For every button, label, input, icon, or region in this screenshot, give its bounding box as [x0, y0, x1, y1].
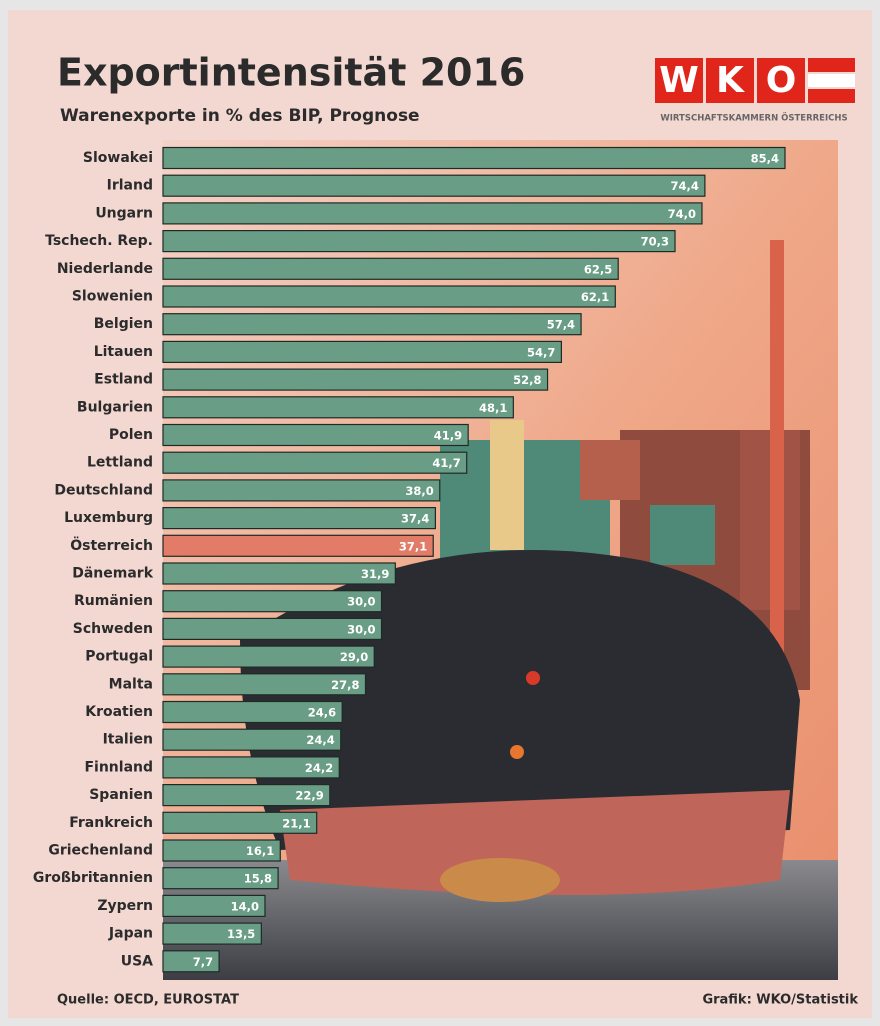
logo-letter: K	[716, 60, 745, 101]
value-label: 37,1	[399, 539, 427, 553]
value-label: 22,9	[295, 789, 323, 803]
category-label: Niederlande	[57, 261, 153, 277]
category-label: Belgien	[94, 316, 153, 332]
value-label: 13,5	[227, 927, 255, 941]
value-label: 27,8	[331, 678, 359, 692]
value-label: 14,0	[231, 899, 259, 913]
bar	[163, 258, 618, 279]
category-label: Österreich	[70, 536, 153, 554]
category-label: Frankreich	[69, 815, 153, 831]
credit: Grafik: WKO/Statistik	[702, 993, 858, 1008]
bar	[163, 480, 440, 501]
bar	[163, 508, 435, 529]
category-label: Rumänien	[74, 593, 153, 609]
category-label: Finnland	[84, 759, 153, 775]
category-label: Schweden	[73, 621, 153, 637]
value-label: 62,5	[584, 262, 612, 276]
value-label: 7,7	[193, 955, 213, 969]
value-label: 21,1	[282, 816, 310, 830]
value-label: 54,7	[527, 345, 555, 359]
value-label: 74,4	[671, 179, 699, 193]
value-label: 24,6	[308, 706, 336, 720]
value-label: 16,1	[246, 844, 274, 858]
bar	[163, 203, 702, 224]
bar	[163, 286, 615, 307]
category-label: Estland	[94, 372, 153, 388]
category-label: Lettland	[87, 455, 153, 471]
logo-letter: O	[766, 60, 797, 101]
value-label: 30,0	[347, 622, 375, 636]
bar	[163, 369, 548, 390]
category-label: Luxemburg	[64, 510, 153, 526]
value-label: 29,0	[340, 650, 368, 664]
category-label: Malta	[109, 676, 153, 692]
category-label: Großbritannien	[33, 870, 153, 886]
category-label: USA	[121, 953, 153, 969]
value-label: 24,2	[305, 761, 333, 775]
chart-title: Exportintensität 2016	[57, 51, 525, 95]
value-label: 31,9	[361, 567, 389, 581]
chart: Exportintensität 2016 Warenexporte in % …	[0, 0, 880, 1026]
category-label: Tschech. Rep.	[45, 233, 153, 249]
value-label: 41,7	[432, 456, 460, 470]
value-label: 62,1	[581, 290, 609, 304]
bar	[163, 397, 513, 418]
bar	[163, 231, 675, 252]
bar	[163, 535, 433, 556]
logo-letter: W	[659, 60, 699, 101]
bar	[163, 148, 785, 169]
bar	[163, 341, 561, 362]
category-label: Kroatien	[85, 704, 153, 720]
category-label: Dänemark	[72, 566, 153, 582]
category-label: Slowakei	[83, 150, 153, 166]
category-label: Deutschland	[54, 482, 153, 498]
category-label: Polen	[109, 427, 153, 443]
source: Quelle: OECD, EUROSTAT	[57, 993, 239, 1008]
category-label: Italien	[103, 732, 153, 748]
bar	[163, 452, 467, 473]
value-label: 15,8	[244, 872, 272, 886]
chart-subtitle: Warenexporte in % des BIP, Prognose	[60, 106, 420, 126]
value-label: 48,1	[479, 401, 507, 415]
category-label: Litauen	[94, 344, 153, 360]
category-label: Japan	[108, 926, 153, 942]
category-label: Ungarn	[95, 205, 153, 221]
category-label: Griechenland	[48, 843, 153, 859]
value-label: 52,8	[513, 373, 541, 387]
category-label: Spanien	[89, 787, 153, 803]
value-label: 38,0	[405, 484, 433, 498]
value-label: 57,4	[547, 318, 575, 332]
value-label: 24,4	[306, 733, 334, 747]
value-label: 41,9	[434, 429, 462, 443]
bar	[163, 175, 705, 196]
category-label: Slowenien	[72, 289, 153, 305]
value-label: 85,4	[751, 152, 779, 166]
bar	[163, 314, 581, 335]
logo	[808, 58, 855, 103]
bar	[163, 425, 468, 446]
value-label: 70,3	[641, 235, 669, 249]
category-label: Portugal	[85, 649, 153, 665]
logo-text: WIRTSCHAFTSKAMMERN ÖSTERREICHS	[660, 113, 847, 124]
value-label: 37,4	[401, 512, 429, 526]
category-label: Bulgarien	[77, 399, 153, 415]
category-label: Zypern	[97, 898, 153, 914]
category-label: Irland	[107, 178, 153, 194]
value-label: 30,0	[347, 595, 375, 609]
value-label: 74,0	[668, 207, 696, 221]
